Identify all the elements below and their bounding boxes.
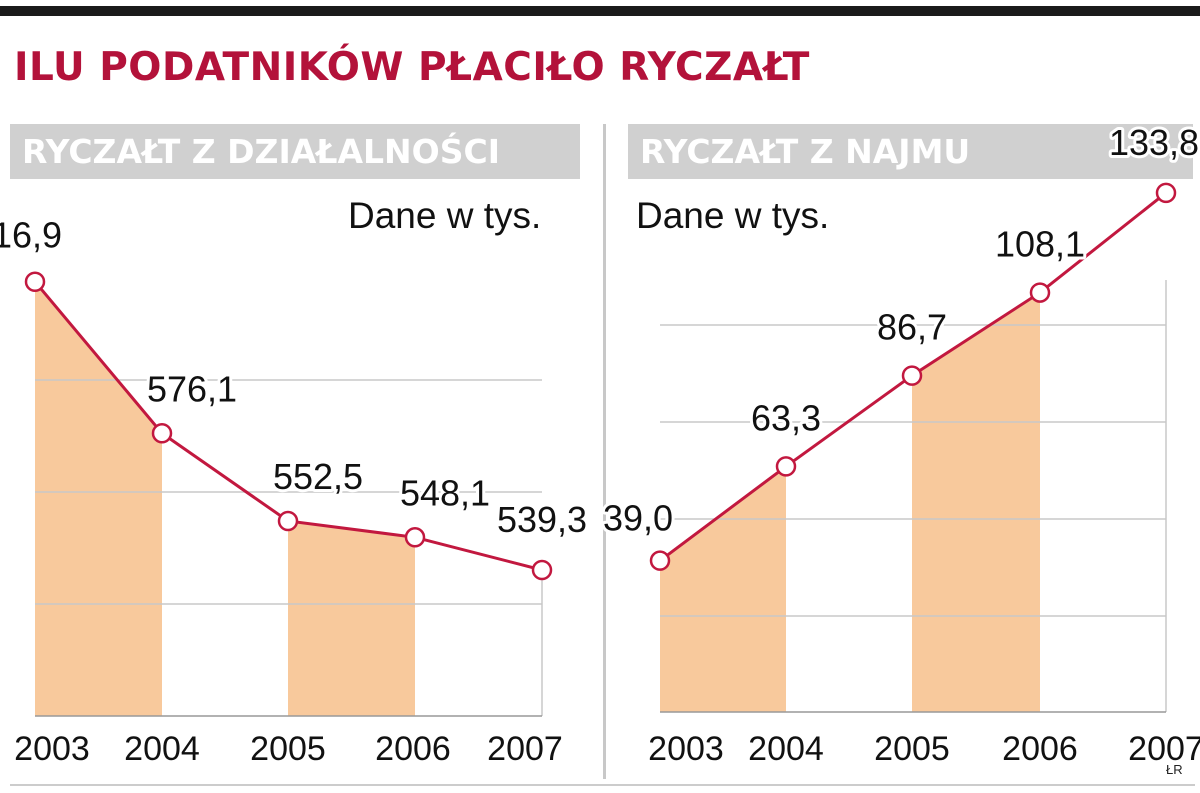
data-point-rental-2004 [775, 456, 797, 477]
value-label-business-2003: 616,9 [0, 215, 62, 256]
data-point-business-2004 [151, 423, 173, 444]
shaded-area-rental-2003-2004 [660, 466, 786, 712]
shaded-area-business-2005-2006 [288, 520, 415, 716]
data-point-business-2007 [531, 559, 553, 581]
data-point-rental-2007 [1155, 182, 1177, 204]
value-label-rental-2007: 133,8 [1109, 122, 1199, 163]
shaded-area-business-2003-2004 [35, 281, 162, 716]
data-point-rental-2006 [1029, 282, 1051, 303]
value-label-business-2005: 552,5 [273, 456, 363, 497]
value-label-rental-2006: 108,1 [995, 224, 1085, 265]
year-label-rental-2003: 2003 [648, 730, 724, 768]
year-label-business-2003: 2003 [14, 730, 90, 768]
data-point-business-2003 [24, 271, 46, 292]
unit-note-business: Dane w tys. [348, 195, 542, 236]
value-label-business-2004: 576,1 [147, 368, 237, 409]
panel-title-business: RYCZAŁT Z DZIAŁALNOŚCI [10, 124, 580, 179]
year-label-business-2007: 2007 [487, 730, 563, 768]
author-credit: ŁR [1166, 762, 1183, 777]
value-label-rental-2003: 39,0 [603, 498, 673, 539]
shaded-area-rental-2005-2006 [912, 292, 1040, 712]
year-label-business-2005: 2005 [250, 730, 326, 768]
value-label-rental-2005: 86,7 [877, 307, 947, 348]
year-label-rental-2004: 2004 [748, 730, 824, 768]
value-label-rental-2004: 63,3 [751, 397, 821, 438]
unit-note-rental: Dane w tys. [636, 195, 830, 236]
year-label-rental-2007: 2007 [1128, 730, 1200, 768]
data-point-rental-2003 [649, 550, 671, 571]
year-label-business-2006: 2006 [375, 730, 451, 768]
top-rule [0, 6, 1200, 16]
year-label-business-2004: 2004 [124, 730, 200, 768]
data-point-rental-2005 [901, 365, 923, 386]
chart-title: ILU PODATNIKÓW PŁACIŁO RYCZAŁT [14, 45, 810, 90]
year-label-rental-2006: 2006 [1002, 730, 1078, 768]
value-label-business-2007: 539,3 [497, 499, 587, 540]
panel-divider [603, 124, 606, 779]
panel-title-rental: RYCZAŁT Z NAJMU [628, 124, 1193, 179]
year-label-rental-2005: 2005 [874, 730, 950, 768]
bottom-rule [10, 784, 1195, 786]
value-label-business-2006: 548,1 [400, 472, 490, 513]
data-point-business-2005 [277, 510, 299, 532]
data-point-business-2006 [404, 527, 426, 548]
